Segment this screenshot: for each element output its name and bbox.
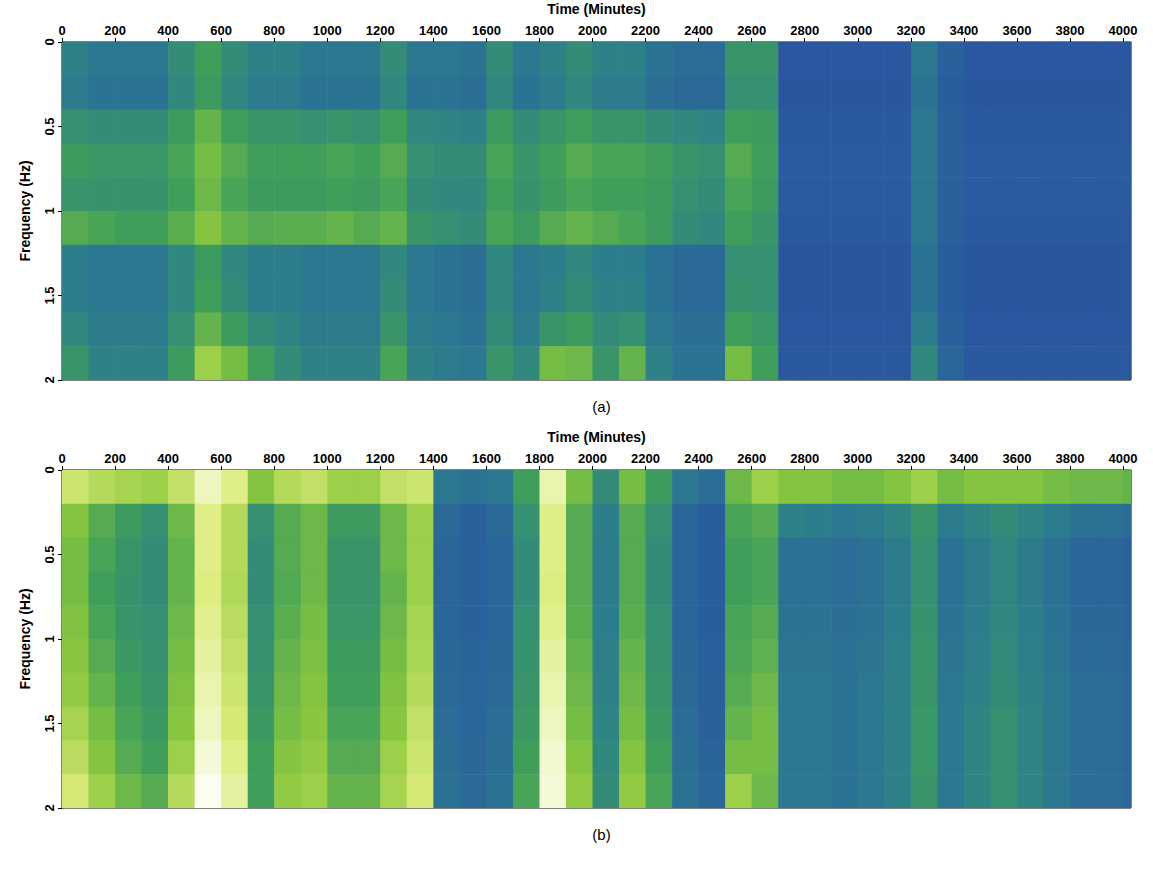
svg-text:2400: 2400 — [684, 451, 713, 466]
svg-text:Frequency (Hz): Frequency (Hz) — [17, 588, 33, 689]
svg-text:1.5: 1.5 — [42, 714, 57, 732]
svg-text:Frequency (Hz): Frequency (Hz) — [17, 160, 33, 261]
svg-text:1800: 1800 — [525, 23, 554, 38]
svg-text:3200: 3200 — [896, 23, 925, 38]
svg-text:0: 0 — [42, 466, 57, 473]
svg-text:0: 0 — [58, 23, 65, 38]
svg-text:1600: 1600 — [472, 23, 501, 38]
svg-text:2: 2 — [42, 804, 57, 811]
svg-text:2200: 2200 — [631, 451, 660, 466]
svg-text:2600: 2600 — [737, 451, 766, 466]
svg-text:3800: 3800 — [1056, 451, 1085, 466]
svg-text:0: 0 — [58, 451, 65, 466]
svg-text:800: 800 — [263, 451, 285, 466]
svg-text:3800: 3800 — [1056, 23, 1085, 38]
svg-text:3400: 3400 — [949, 451, 978, 466]
svg-text:(b): (b) — [592, 826, 610, 843]
svg-text:2200: 2200 — [631, 23, 660, 38]
svg-text:3200: 3200 — [896, 451, 925, 466]
svg-text:3600: 3600 — [1002, 23, 1031, 38]
svg-text:3400: 3400 — [949, 23, 978, 38]
svg-text:200: 200 — [104, 451, 126, 466]
svg-text:800: 800 — [263, 23, 285, 38]
svg-text:1200: 1200 — [366, 23, 395, 38]
svg-text:2800: 2800 — [790, 23, 819, 38]
svg-text:2600: 2600 — [737, 23, 766, 38]
svg-text:3600: 3600 — [1002, 451, 1031, 466]
svg-text:2400: 2400 — [684, 23, 713, 38]
svg-text:4000: 4000 — [1109, 451, 1138, 466]
svg-text:1400: 1400 — [419, 23, 448, 38]
svg-text:2000: 2000 — [578, 23, 607, 38]
svg-text:0: 0 — [42, 38, 57, 45]
svg-text:2: 2 — [42, 376, 57, 383]
svg-text:1: 1 — [42, 635, 57, 642]
svg-text:4000: 4000 — [1109, 23, 1138, 38]
svg-text:2800: 2800 — [790, 451, 819, 466]
svg-text:1600: 1600 — [472, 451, 501, 466]
svg-text:600: 600 — [210, 23, 232, 38]
svg-text:0.5: 0.5 — [42, 545, 57, 563]
svg-text:1000: 1000 — [313, 451, 342, 466]
svg-text:0.5: 0.5 — [42, 117, 57, 135]
svg-text:1000: 1000 — [313, 23, 342, 38]
svg-text:1200: 1200 — [366, 451, 395, 466]
svg-text:Time (Minutes): Time (Minutes) — [547, 1, 646, 17]
svg-text:1.5: 1.5 — [42, 286, 57, 304]
svg-text:3000: 3000 — [843, 451, 872, 466]
svg-text:400: 400 — [157, 23, 179, 38]
svg-text:200: 200 — [104, 23, 126, 38]
svg-text:1800: 1800 — [525, 451, 554, 466]
svg-text:(a): (a) — [592, 398, 610, 415]
svg-text:600: 600 — [210, 451, 232, 466]
svg-text:Time (Minutes): Time (Minutes) — [547, 429, 646, 445]
svg-text:1400: 1400 — [419, 451, 448, 466]
svg-text:400: 400 — [157, 451, 179, 466]
svg-text:3000: 3000 — [843, 23, 872, 38]
svg-text:2000: 2000 — [578, 451, 607, 466]
svg-text:1: 1 — [42, 207, 57, 214]
